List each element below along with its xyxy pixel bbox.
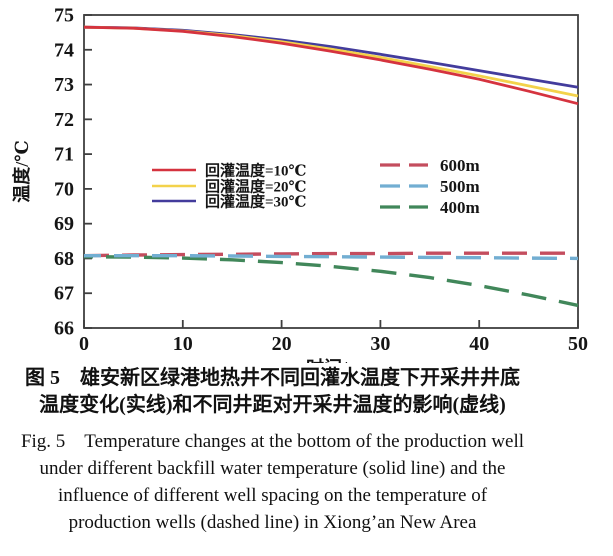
y-tick-label: 75	[54, 5, 74, 27]
y-tick-label: 71	[54, 144, 74, 166]
y-tick-label: 69	[54, 213, 74, 235]
y-tick-label: 73	[54, 74, 74, 96]
y-tick-label: 70	[54, 178, 74, 200]
legend-label: 回灌温度=30℃	[205, 193, 307, 211]
y-axis: 66 67 68 69 70 71 72 73 74 75	[54, 5, 92, 340]
series-line-400m	[83, 255, 579, 308]
temperature-line-chart: 66 67 68 69 70 71 72 73 74 75 0 10 20 30 40 50 温度/℃ 时间/a 回…	[11, 5, 588, 364]
x-tick-label: 0	[79, 333, 89, 355]
x-axis-label: 时间/a	[306, 358, 356, 363]
caption-en-line4: production wells (dashed line) in Xiong’…	[68, 512, 477, 533]
y-tick-label: 66	[54, 318, 74, 340]
legend-label: 回灌温度=20℃	[205, 178, 307, 196]
caption-en-block: Fig. 5 Temperature changes at the bottom…	[0, 428, 545, 536]
legend-label: 600m	[440, 156, 480, 175]
y-tick-label: 72	[54, 109, 74, 131]
y-tick-label: 74	[54, 39, 74, 61]
y-tick-label: 68	[54, 248, 74, 270]
plot-border	[83, 14, 579, 329]
y-axis-label: 温度/℃	[11, 140, 32, 203]
x-tick-label: 30	[370, 333, 390, 355]
x-tick-label: 50	[568, 333, 588, 355]
caption-en-line1: Fig. 5 Temperature changes at the bottom…	[20, 431, 525, 452]
figure-caption: 图 5 雄安新区绿港地热井不同回灌水温度下开采井井底 温度变化(实线)和不同井距…	[0, 365, 545, 536]
caption-en-line2: under different backfill water temperatu…	[39, 458, 506, 479]
legend-label: 400m	[440, 198, 480, 217]
x-axis: 0 10 20 30 40 50	[79, 320, 588, 355]
x-tick-label: 20	[272, 333, 292, 355]
series-line-500m	[84, 254, 579, 261]
caption-en-line3: influence of different well spacing on t…	[57, 485, 488, 506]
x-tick-label: 10	[173, 333, 193, 355]
y-tick-label: 67	[54, 283, 74, 305]
series-line-回灌温度=10℃	[83, 25, 579, 106]
caption-zh-line1: 图 5 雄安新区绿港地热井不同回灌水温度下开采井井底	[25, 367, 520, 389]
legend-label: 500m	[440, 177, 480, 196]
legend-label: 回灌温度=10℃	[205, 162, 307, 180]
series-line-回灌温度=30℃	[83, 25, 579, 89]
x-tick-label: 40	[469, 333, 489, 355]
caption-zh-line2: 温度变化(实线)和不同井距对开采井温度的影响(虚线)	[39, 394, 506, 416]
